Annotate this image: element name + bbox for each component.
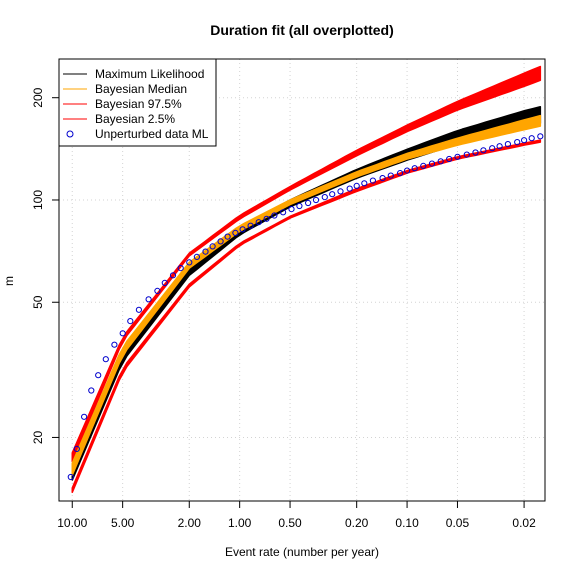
x-tick-label-7: 0.05 <box>446 516 470 530</box>
data-point-53 <box>496 143 503 150</box>
y-axis: 20 50 100 200 <box>31 87 60 444</box>
data-point-9 <box>135 306 142 313</box>
series-line-2 <box>71 73 541 458</box>
data-point-47 <box>446 155 453 163</box>
data-point-12 <box>161 279 168 286</box>
data-point-18 <box>209 243 216 250</box>
data-point-31 <box>312 196 320 204</box>
points-layer <box>67 133 544 481</box>
data-point-44 <box>420 162 427 169</box>
data-point-38 <box>369 177 376 184</box>
series-2 <box>71 65 542 463</box>
y-tick-label-0: 20 <box>31 430 45 444</box>
data-point-32 <box>321 194 328 201</box>
data-point-14 <box>177 265 184 272</box>
data-point-58 <box>537 133 544 140</box>
data-point-23 <box>247 222 254 229</box>
data-point-30 <box>305 199 312 207</box>
data-point-17 <box>202 248 209 255</box>
legend-label-3: Bayesian 2.5% <box>95 112 175 126</box>
data-point-36 <box>353 182 360 189</box>
series-3 <box>71 139 542 493</box>
data-point-15 <box>186 259 193 266</box>
x-tick-label-1: 5.00 <box>111 516 135 530</box>
data-point-7 <box>119 330 126 337</box>
legend-label-2: Bayesian 97.5% <box>95 97 182 111</box>
series-band-1 <box>71 114 542 476</box>
data-point-35 <box>346 185 353 192</box>
data-point-46 <box>437 158 444 165</box>
legend-label-1: Bayesian Median <box>95 82 187 96</box>
series-layer <box>71 65 542 493</box>
series-line-0 <box>71 112 541 476</box>
x-tick-label-0: 10.00 <box>57 516 87 530</box>
x-tick-label-6: 0.10 <box>395 516 419 530</box>
data-point-29 <box>296 202 303 210</box>
data-point-13 <box>169 272 177 279</box>
data-point-1 <box>73 445 80 452</box>
data-point-3 <box>88 387 95 394</box>
x-tick-label-8: 0.02 <box>512 516 536 530</box>
data-point-21 <box>232 229 239 236</box>
legend-marker-4 <box>66 130 74 138</box>
series-0 <box>71 106 542 481</box>
y-tick-label-2: 100 <box>31 190 45 210</box>
data-point-52 <box>489 145 496 152</box>
data-point-0 <box>67 473 74 481</box>
legend-label-0: Maximum Likelihood <box>95 67 204 81</box>
data-point-19 <box>217 238 224 245</box>
data-point-4 <box>95 372 102 379</box>
data-point-34 <box>337 188 344 195</box>
data-point-37 <box>361 180 368 187</box>
x-axis: 10.00 5.00 2.00 1.00 0.50 0.20 0.10 0.05 0.02 <box>57 500 536 530</box>
data-point-43 <box>411 165 418 172</box>
data-point-41 <box>397 170 404 177</box>
data-point-57 <box>528 135 535 142</box>
y-tick-label-3: 200 <box>31 87 45 107</box>
data-point-54 <box>504 141 511 148</box>
series-band-0 <box>71 106 542 481</box>
data-point-51 <box>480 147 487 154</box>
data-point-33 <box>329 191 336 198</box>
y-axis-title: m <box>2 276 16 286</box>
data-point-50 <box>472 149 479 156</box>
chart-title: Duration fit (all overplotted) <box>210 22 394 38</box>
data-point-28 <box>288 206 295 213</box>
series-1 <box>71 114 542 476</box>
x-axis-title: Event rate (number per year) <box>225 545 379 559</box>
data-point-55 <box>514 139 521 146</box>
data-point-20 <box>224 233 231 240</box>
data-point-40 <box>387 172 394 179</box>
data-point-24 <box>255 219 262 226</box>
data-point-8 <box>127 318 134 325</box>
data-point-49 <box>463 151 470 158</box>
legend-label-4: Unperturbed data ML <box>95 127 209 141</box>
data-point-39 <box>379 175 386 182</box>
y-tick-label-1: 50 <box>31 295 45 309</box>
data-point-27 <box>280 209 287 216</box>
data-point-48 <box>454 153 461 160</box>
data-point-5 <box>102 356 109 363</box>
x-tick-label-3: 1.00 <box>228 516 252 530</box>
series-line-3 <box>71 140 541 491</box>
data-point-10 <box>145 296 152 303</box>
data-point-42 <box>404 167 411 174</box>
data-point-45 <box>428 160 436 167</box>
series-line-1 <box>71 120 541 471</box>
data-point-26 <box>271 212 278 219</box>
data-point-2 <box>81 413 88 420</box>
grid <box>59 59 545 501</box>
data-point-22 <box>239 226 246 233</box>
x-tick-label-4: 0.50 <box>278 516 302 530</box>
data-point-6 <box>111 341 118 348</box>
data-point-56 <box>521 137 528 144</box>
x-tick-label-2: 2.00 <box>178 516 202 530</box>
data-point-25 <box>263 215 270 222</box>
series-band-2 <box>71 65 542 463</box>
x-tick-label-5: 0.20 <box>345 516 369 530</box>
data-point-11 <box>154 287 161 294</box>
data-point-16 <box>193 253 200 260</box>
